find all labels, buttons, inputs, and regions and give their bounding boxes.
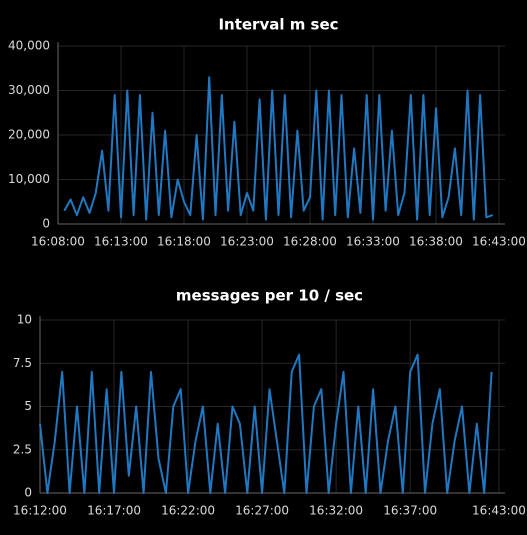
y-tick-label: 0	[24, 486, 32, 500]
x-tick-label: 16:37:00	[383, 504, 437, 518]
x-tick-label: 16:22:00	[161, 504, 215, 518]
x-tick-label: 16:33:00	[346, 235, 400, 249]
x-tick-label: 16:43:00	[472, 504, 526, 518]
x-tick-label: 16:12:00	[13, 504, 67, 518]
chart-title: messages per 10 / sec	[176, 287, 363, 305]
x-tick-label: 16:43:00	[472, 235, 526, 249]
x-tick-label: 16:28:00	[283, 235, 337, 249]
x-tick-label: 16:27:00	[235, 504, 289, 518]
x-tick-label: 16:13:00	[94, 235, 148, 249]
y-tick-label: 20,000	[8, 128, 50, 142]
x-tick-label: 16:32:00	[309, 504, 363, 518]
line-series	[39, 353, 493, 494]
x-tick-label: 16:18:00	[157, 235, 211, 249]
y-tick-label: 0	[42, 217, 50, 231]
x-tick-label: 16:17:00	[87, 504, 141, 518]
y-tick-label: 10,000	[8, 172, 50, 186]
x-tick-label: 16:38:00	[409, 235, 463, 249]
line-series	[63, 76, 494, 221]
y-tick-label: 2.5	[13, 442, 32, 456]
x-tick-label: 16:08:00	[31, 235, 85, 249]
y-tick-label: 7.5	[13, 356, 32, 370]
x-tick-label: 16:23:00	[220, 235, 274, 249]
y-tick-label: 30,000	[8, 83, 50, 97]
y-tick-label: 10	[17, 313, 32, 327]
y-tick-label: 5	[24, 399, 32, 413]
chart-title: Interval m sec	[218, 16, 338, 34]
y-tick-label: 40,000	[8, 39, 50, 53]
